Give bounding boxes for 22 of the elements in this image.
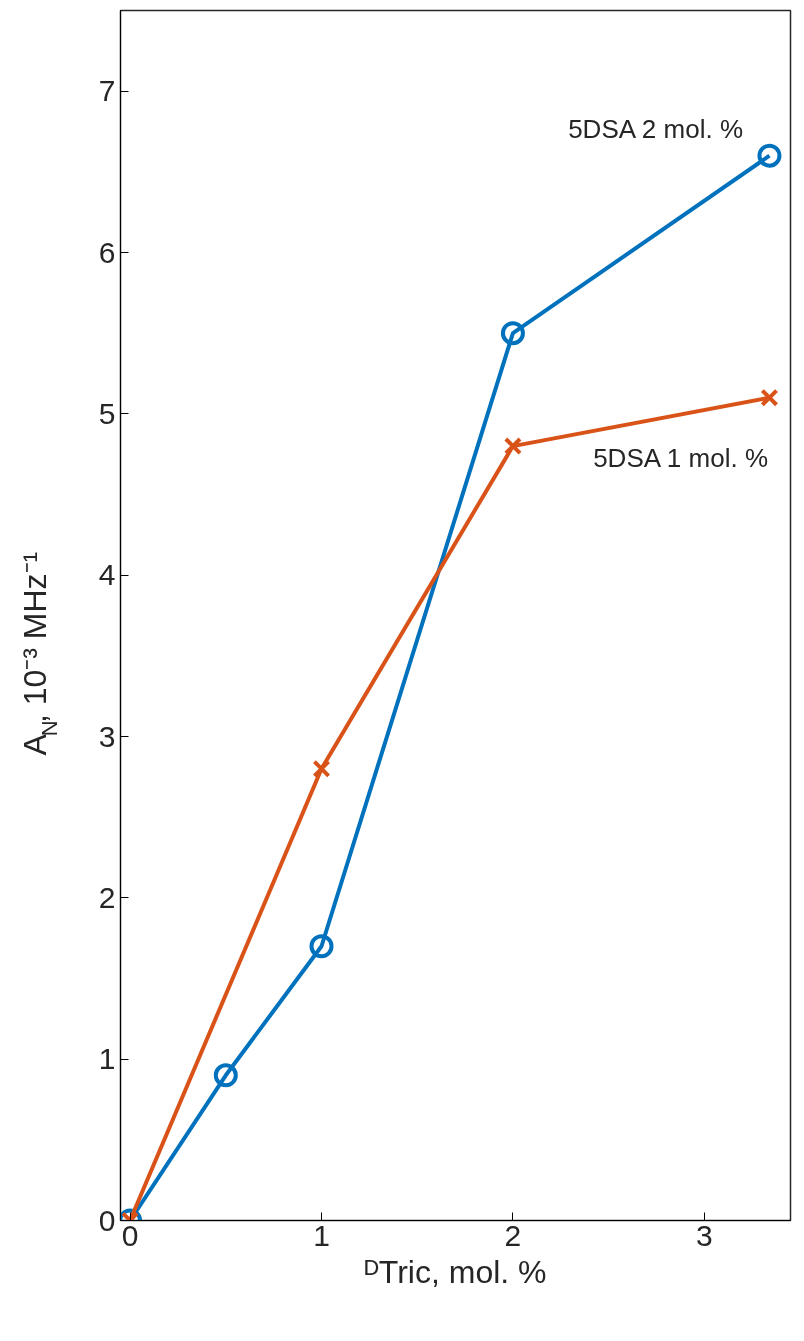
x-tick-label: 0 <box>121 1218 139 1252</box>
point <box>309 934 334 959</box>
y-tick-label: 4 <box>98 558 116 592</box>
series-label: 5DSA 1 mol. % <box>593 442 769 473</box>
point <box>503 437 522 456</box>
y-tick-label: 1 <box>98 1042 116 1076</box>
y-tick-label: 5 <box>98 396 116 430</box>
point <box>760 388 779 407</box>
x-tick-label: 2 <box>504 1218 522 1252</box>
y-tick-label: 7 <box>98 74 116 108</box>
y-tick-label: 3 <box>98 719 116 753</box>
y-tick-label: 2 <box>98 880 116 914</box>
point <box>312 759 331 778</box>
x-tick-label: 1 <box>313 1218 330 1252</box>
series-label: 5DSA 2 mol. % <box>568 113 744 144</box>
y-axis-title: AN, 10⁻³ MHz⁻¹ <box>17 551 62 756</box>
point <box>500 321 525 346</box>
point <box>213 1063 238 1088</box>
x-axis-title: ᴰTric, mol. % <box>364 1253 547 1290</box>
point <box>757 143 782 168</box>
y-tick-label: 6 <box>98 235 116 269</box>
x-tick-label: 3 <box>696 1218 713 1252</box>
